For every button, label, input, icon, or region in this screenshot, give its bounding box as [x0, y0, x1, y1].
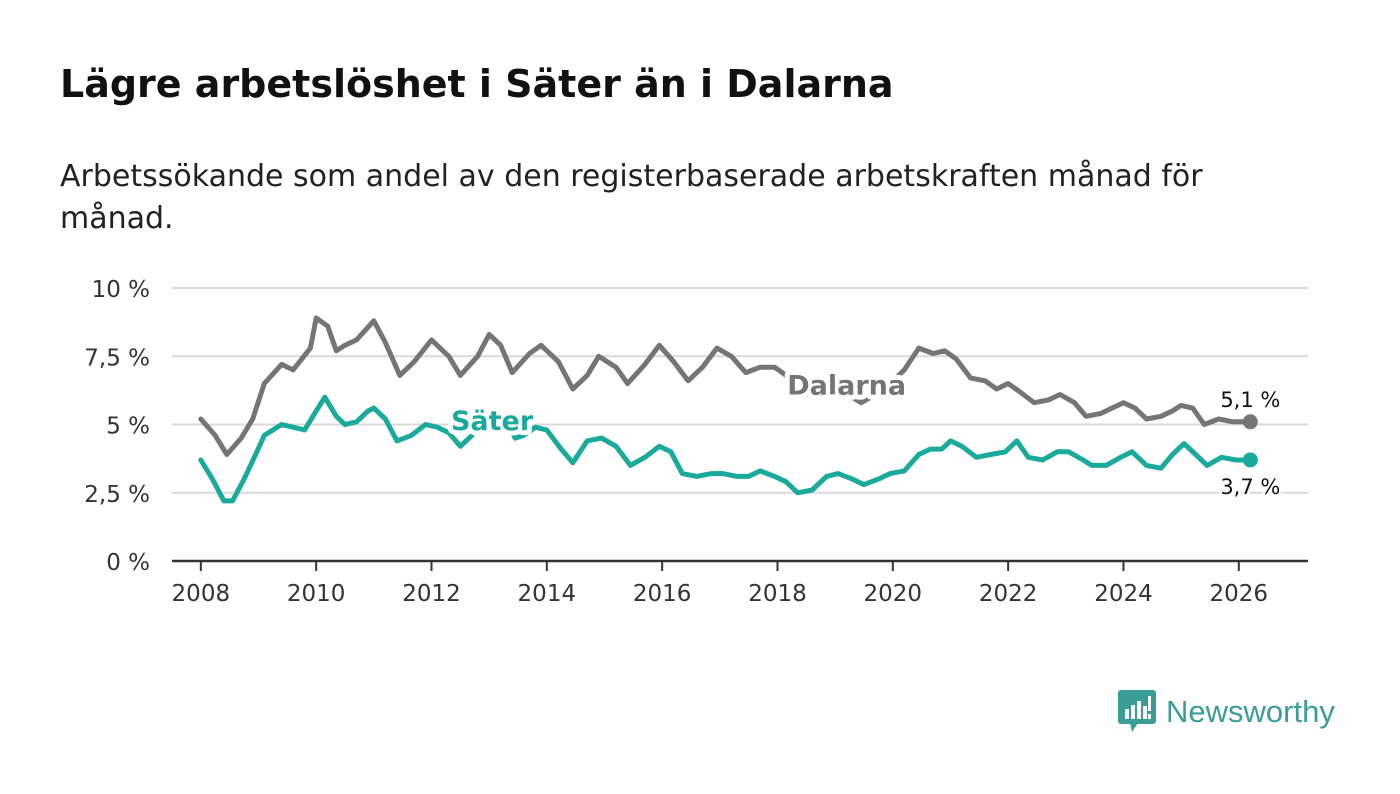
x-tick-label: 2016 — [633, 581, 692, 607]
x-tick-label: 2024 — [1094, 581, 1153, 607]
end-label-sater: 3,7 % — [1220, 475, 1280, 499]
series-end-marker-sater — [1242, 452, 1258, 468]
x-tick-label: 2022 — [979, 581, 1038, 607]
x-tick-label: 2014 — [518, 581, 577, 607]
y-tick-label: 0 % — [106, 550, 150, 576]
x-tick-label: 2026 — [1210, 581, 1269, 607]
series-name-label-dalarna: Dalarna — [787, 370, 906, 401]
newsworthy-logo-icon — [1118, 690, 1156, 732]
x-tick-label: 2020 — [864, 581, 923, 607]
x-tick-label: 2008 — [172, 581, 231, 607]
data-labels: 5,1 % 3,7 % Dalarna Säter — [446, 365, 1283, 501]
series-lines — [198, 315, 1258, 504]
series-line-dalarna — [198, 315, 1253, 457]
chart-subtitle: Arbetssökande som andel av den registerb… — [60, 159, 1203, 236]
y-tick-label: 7,5 % — [84, 345, 150, 371]
axes: 0 % 2,5 % 5 % 7,5 % 10 % 2008 2010 2012 2014 2016… — [84, 277, 1308, 607]
series-end-marker-dalarna — [1242, 414, 1258, 430]
y-tick-label: 10 % — [92, 277, 150, 303]
y-tick-label: 2,5 % — [84, 482, 150, 508]
newsworthy-brand[interactable]: Newsworthy — [1118, 690, 1335, 734]
gridlines — [172, 287, 1308, 494]
y-tick-label: 5 % — [106, 414, 150, 440]
x-tick-label: 2010 — [287, 581, 346, 607]
chart-title: Lägre arbetslöshet i Säter än i Dalarna — [60, 62, 894, 106]
series-line-sater — [198, 394, 1253, 504]
series-name-label-sater: Säter — [451, 406, 534, 437]
brand-name: Newsworthy — [1166, 694, 1335, 729]
end-label-dalarna: 5,1 % — [1220, 388, 1280, 412]
x-tick-label: 2018 — [748, 581, 807, 607]
x-tick-label: 2012 — [402, 581, 461, 607]
